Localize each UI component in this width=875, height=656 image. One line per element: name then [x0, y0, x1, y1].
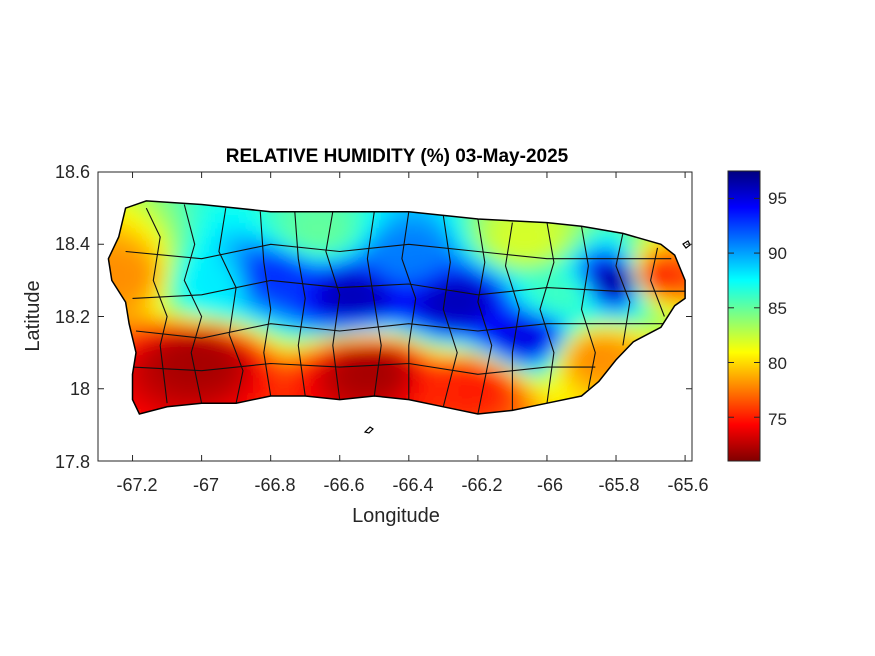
- municipality-boundary: [580, 226, 596, 389]
- eastern-islet: [682, 240, 691, 249]
- x-axis-title: Longitude: [352, 505, 440, 527]
- caja-de-muertos-islet: [363, 426, 374, 434]
- x-tick-label: -66.6: [323, 475, 364, 495]
- y-tick-label: 18.2: [55, 307, 90, 327]
- island-coastline: [107, 200, 686, 415]
- municipality-boundary: [366, 211, 382, 397]
- municipality-boundary: [125, 243, 672, 260]
- municipality-boundary: [325, 211, 341, 400]
- colorbar-label: 75: [768, 410, 787, 429]
- y-tick-label: 18.4: [55, 234, 90, 254]
- municipality-boundary: [145, 207, 168, 404]
- y-axis-tick-labels: 18.6 18.4 18.2 18 17.8: [55, 162, 90, 472]
- map-title: RELATIVE HUMIDITY (%) 03-May-2025: [226, 146, 569, 167]
- municipality-boundary: [504, 222, 520, 411]
- x-tick-label: -66.4: [392, 475, 433, 495]
- colorbar-label: 85: [768, 299, 787, 318]
- municipality-boundary: [294, 211, 306, 397]
- municipality-boundary: [477, 218, 493, 414]
- x-tick-label: -67.2: [116, 475, 157, 495]
- colorbar-gradient: [727, 170, 761, 462]
- municipality-boundary: [132, 362, 596, 375]
- colorbar-label: 90: [768, 244, 787, 263]
- colorbar-label: 95: [768, 189, 787, 208]
- y-tick-label: 18.6: [55, 162, 90, 182]
- municipality-boundary: [218, 208, 244, 404]
- municipality-boundary: [183, 204, 203, 404]
- y-tick-label: 17.8: [55, 452, 90, 472]
- x-tick-label: -66.2: [461, 475, 502, 495]
- x-tick-label: -66: [537, 475, 563, 495]
- x-tick-label: -65.6: [667, 475, 708, 495]
- colorbar-tick-marks: [728, 197, 760, 418]
- municipality-boundary: [132, 279, 686, 299]
- municipality-boundary: [539, 222, 555, 404]
- municipality-boundary: [135, 323, 665, 339]
- x-tick-label: -66.8: [254, 475, 295, 495]
- x-axis-tick-labels: -67.2 -67 -66.8 -66.6 -66.4 -66.2 -66 -6…: [116, 475, 708, 495]
- axis-tick-marks: [98, 171, 692, 462]
- y-tick-label: 18: [70, 379, 90, 399]
- municipality-boundaries: [125, 204, 686, 414]
- x-tick-label: -65.8: [598, 475, 639, 495]
- y-axis-title: Latitude: [22, 280, 44, 351]
- colorbar: 95 90 85 80 75: [727, 170, 787, 462]
- x-tick-label: -67: [193, 475, 219, 495]
- colorbar-label: 80: [768, 354, 787, 373]
